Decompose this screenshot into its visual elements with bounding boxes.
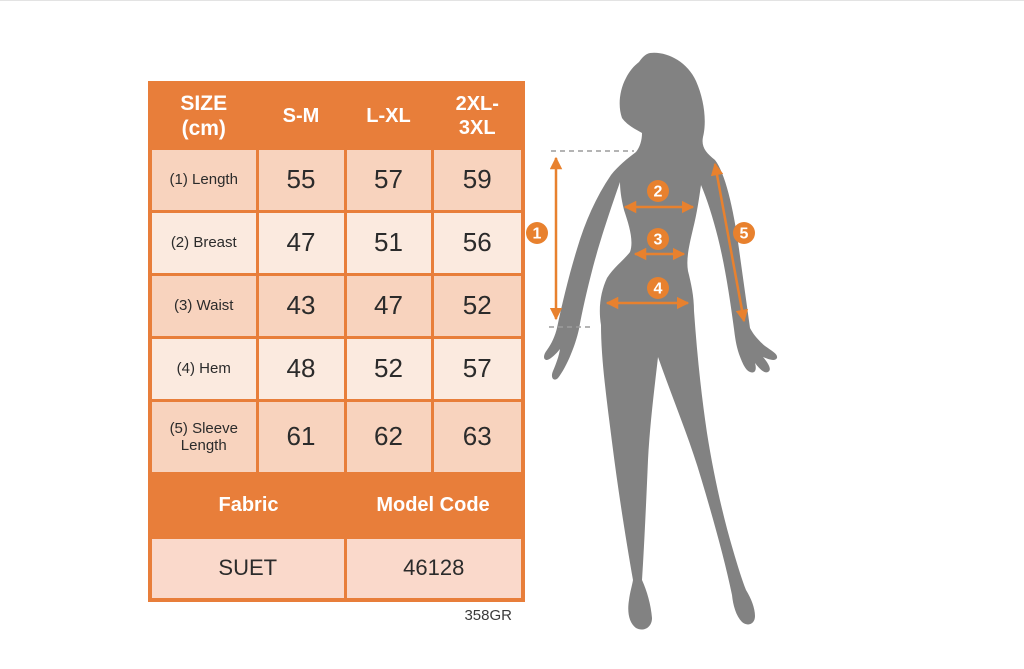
row-label: (1) Length: [148, 146, 259, 213]
marker-circle-4: [647, 277, 669, 299]
size-title: SIZE: [180, 91, 228, 115]
marker-number-2: 2: [654, 184, 663, 201]
value-cell: 47: [343, 272, 434, 339]
value-cell: 55: [255, 146, 347, 213]
value-cell: 47: [255, 209, 347, 276]
size-unit-header: SIZE (cm): [148, 81, 259, 150]
value-cell: 62: [343, 398, 434, 475]
table-row-waist: (3) Waist 43 47 52: [148, 272, 525, 339]
row-label: (5) Sleeve Length: [148, 398, 259, 475]
marker-number-5: 5: [740, 226, 749, 243]
value-cell: 59: [430, 146, 525, 213]
marker-number-4: 4: [654, 281, 663, 298]
value-cell: 51: [343, 209, 434, 276]
table-row-sleeve-length: (5) Sleeve Length 61 62 63: [148, 398, 525, 475]
value-cell: 63: [430, 398, 525, 475]
table-row-length: (1) Length 55 57 59: [148, 146, 525, 213]
value-cell: 48: [255, 335, 347, 402]
value-cell: 57: [430, 335, 525, 402]
female-silhouette-image: [544, 52, 778, 630]
row-label: (3) Waist: [148, 272, 259, 339]
style-code: 358GR: [464, 607, 512, 624]
value-cell: 57: [343, 146, 434, 213]
marker-number-1: 1: [533, 226, 542, 243]
marker-circle-5: [733, 222, 755, 244]
size-header-row: SIZE (cm) S-M L-XL 2XL-3XL: [148, 81, 525, 150]
model-code-value: 46128: [343, 535, 525, 602]
value-cell: 61: [255, 398, 347, 475]
size-chart-table: SIZE (cm) S-M L-XL 2XL-3XL (1) Length 55…: [148, 81, 525, 602]
table-row-hem: (4) Hem 48 52 57: [148, 335, 525, 402]
size-unit: (cm): [181, 116, 226, 140]
column-header-2xl3xl: 2XL-3XL: [430, 81, 525, 150]
column-header-lxl: L-XL: [343, 81, 434, 150]
measurement-figure: 1 2 3 4 5: [526, 52, 778, 630]
info-header-row: Fabric Model Code: [150, 471, 523, 539]
value-cell: 52: [343, 335, 434, 402]
fabric-header: Fabric: [150, 471, 345, 539]
row-label: (2) Breast: [148, 209, 259, 276]
sleeve-arrow: [710, 162, 749, 323]
table-row-breast: (2) Breast 47 51 56: [148, 209, 525, 276]
value-cell: 43: [255, 272, 347, 339]
marker-circle-2: [647, 180, 669, 202]
fabric-value: SUET: [148, 535, 347, 602]
info-value-row: SUET 46128: [148, 535, 525, 602]
value-cell: 56: [430, 209, 525, 276]
row-label: (4) Hem: [148, 335, 259, 402]
model-code-header: Model Code: [345, 471, 523, 539]
marker-circle-1: [526, 222, 548, 244]
marker-number-3: 3: [654, 232, 663, 249]
column-header-sm: S-M: [255, 81, 347, 150]
marker-circle-3: [647, 228, 669, 250]
value-cell: 52: [430, 272, 525, 339]
